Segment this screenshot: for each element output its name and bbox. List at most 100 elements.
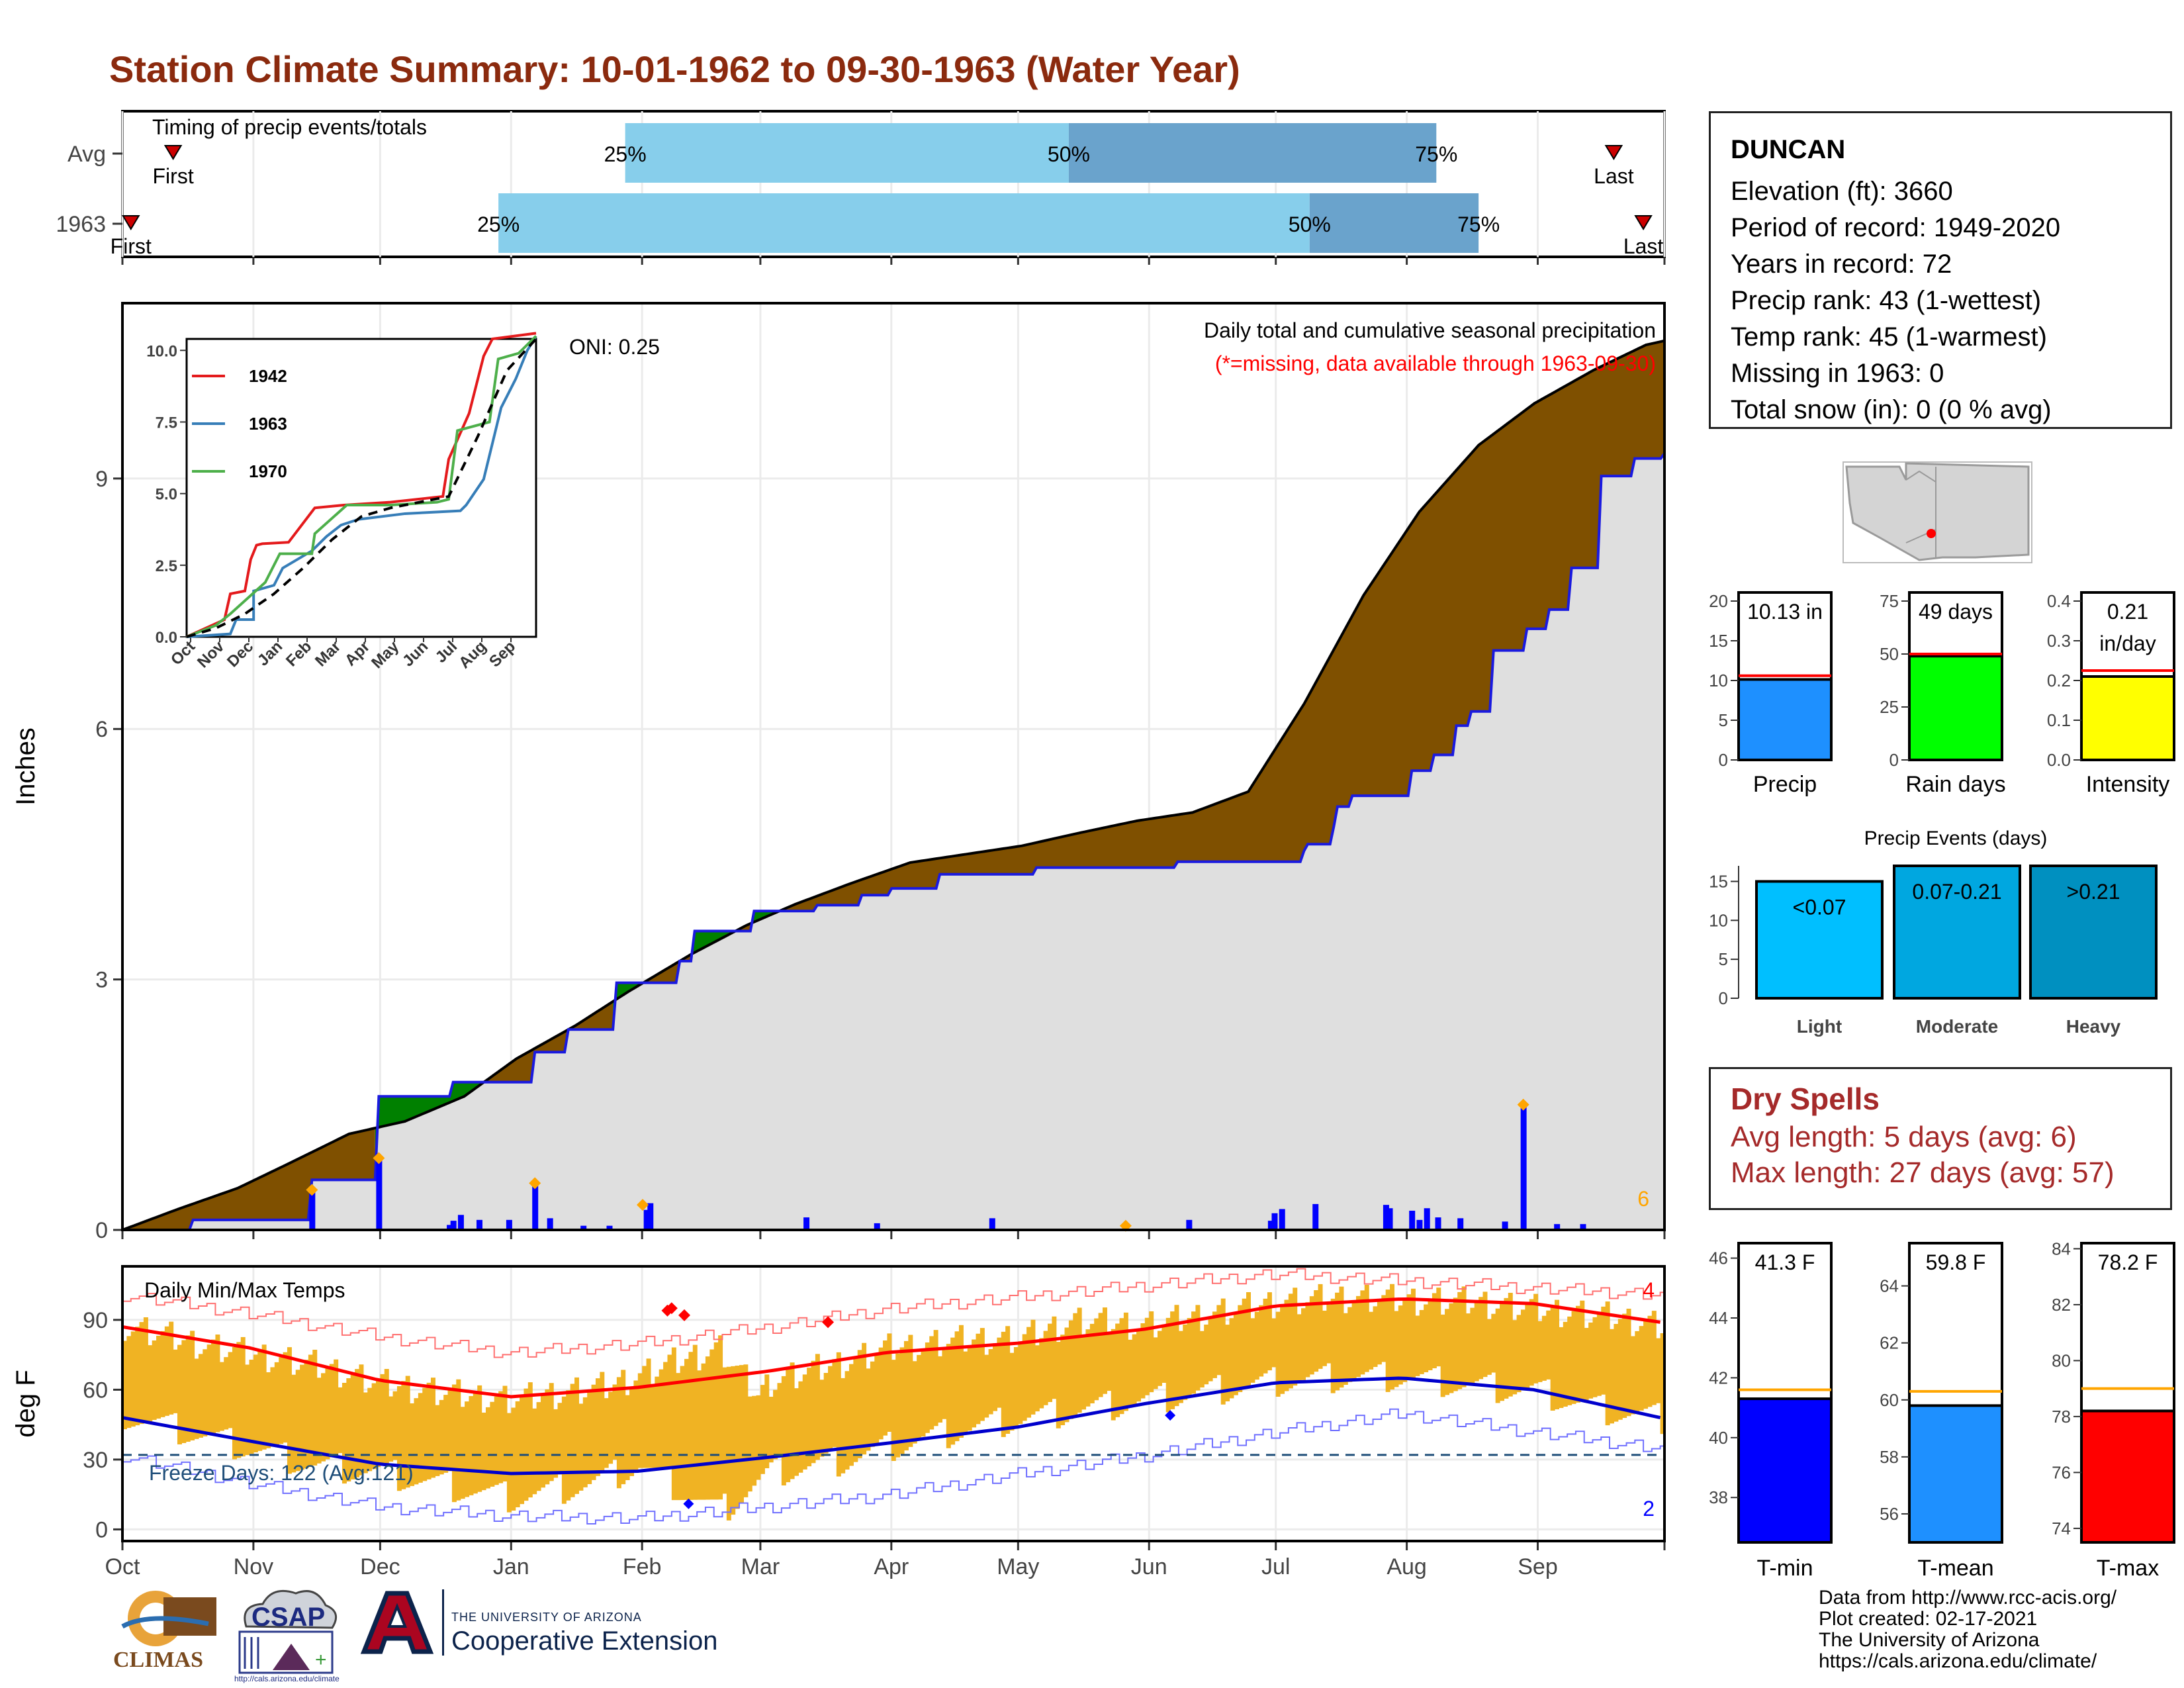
daily-precip-bar [1416,1219,1423,1230]
station-line: Total snow (in): 0 (0 % avg) [1731,395,2052,424]
month-label: Apr [874,1554,909,1579]
mini-category-label: Rain days [1905,772,2005,797]
temp-ytick-label: 90 [83,1308,108,1333]
daily-precip-bar [643,1209,650,1230]
precip-ytick-label: 0 [95,1218,108,1243]
daily-precip-bar [580,1225,587,1230]
inset-average-line [186,338,537,638]
svg-text:+: + [315,1649,327,1671]
mini-ytick-label: 84 [2052,1239,2071,1258]
normal-max-line [122,1297,1661,1399]
mini-ytick-label: 0.3 [2047,631,2071,651]
record-low-marker [683,1498,694,1509]
inset-ytick-label: 10.0 [146,342,177,360]
timing-label: Timing of precip events/totals [152,115,427,139]
events-category-label: Moderate [1916,1016,1998,1037]
mini-ytick-label: 64 [1880,1276,1899,1296]
events-ytick-label: 0 [1719,988,1728,1008]
csap-logo: + CSAP http://cals.arizona.edu/climate [233,1585,342,1685]
daily-precip-bar [309,1190,316,1230]
inset-legend-label: 1942 [249,366,287,386]
timing-bar-50-75 [1068,123,1437,183]
timing-p75-label: 75% [1415,142,1457,166]
mini-ytick-label: 78 [2052,1407,2071,1427]
mini-ytick-label: 50 [1880,644,1899,664]
daily-precip-bar [989,1218,995,1230]
inset-ytick-label: 0.0 [156,629,177,647]
month-label: May [997,1554,1039,1579]
inset-series-line [186,335,537,638]
mini-category-label: Intensity [2086,772,2170,797]
mini-value-label: 78.2 F [2098,1250,2158,1274]
location-map [1843,461,2032,563]
daily-precip-bar [1186,1219,1193,1230]
extreme-precip-marker [306,1184,318,1196]
freeze-days-label: Freeze Days: 122 (Avg:121) [149,1461,414,1485]
station-line: Temp rank: 45 (1-warmest) [1731,322,2047,352]
mini-value-label: 0.21 [2107,600,2148,624]
precip-frame [121,302,1666,1231]
daily-precip-bar [1435,1217,1441,1230]
mini-ytick-label: 5 [1719,710,1728,730]
record-high-count: 4 [1643,1278,1655,1302]
timing-row-label: Avg [68,142,106,167]
temp-ytick-label: 30 [83,1448,108,1473]
station-line: Elevation (ft): 3660 [1731,177,1953,206]
station-line: Missing in 1963: 0 [1731,359,1944,388]
month-label: Mar [741,1554,780,1579]
events-bar-label: >0.21 [2067,880,2120,904]
daily-temperature-range-bars [122,1284,1665,1521]
record-high-marker [678,1309,691,1321]
daily-precip-bar [447,1225,453,1230]
mini-ytick-label: 75 [1880,591,1899,611]
temperature-summary-bars: 38 40 42 44 46 41.3 F T-min 56 58 60 62 64 59.8 F T-m… [1709,1239,2175,1581]
dry-spells-avg: Avg length: 5 days (avg: 6) [1731,1121,2077,1153]
university-of-arizona-logo: THE UNIVERSITY OF ARIZONA Cooperative Ex… [357,1585,754,1665]
daily-precip-bar [1267,1221,1274,1230]
events-ytick-label: 5 [1719,949,1728,969]
page-title: Station Climate Summary: 10-01-1962 to 0… [109,48,1240,90]
events-bar [1755,880,1884,1000]
station-line: Period of record: 1949-2020 [1731,213,2061,242]
daily-precip-bar [1312,1203,1319,1230]
timing-p25-label: 25% [604,142,647,166]
month-label: Nov [234,1554,273,1579]
month-label: Oct [105,1554,140,1579]
precip-cumulative-fill [122,453,1664,1230]
mini-ytick-label: 25 [1880,697,1899,717]
mini-ytick-label: 0.0 [2047,750,2071,770]
normal-min-line [122,1376,1661,1476]
mini-ytick-label: 10 [1709,671,1728,690]
dry-spells-title: Dry Spells [1731,1082,1880,1116]
mini-value-bar [2080,1409,2175,1544]
events-category-label: Heavy [2066,1016,2121,1037]
credit-line: The University of Arizona [1819,1629,2040,1651]
record-min-line [122,1408,1664,1524]
timing-p50-label: 50% [1289,212,1331,236]
timing-bar-25-50 [498,193,1310,253]
climas-logo: CLIMAS [109,1585,218,1678]
mini-value-bar [1908,1404,2003,1544]
inset-ytick-label: 5.0 [156,486,177,504]
station-name: DUNCAN [1731,135,1846,164]
last-event-marker [1634,215,1653,230]
precip-ytick-label: 9 [95,467,108,492]
timing-bar-50-75 [1309,193,1479,253]
daily-precip-bar [1409,1210,1416,1230]
inset-series-line [186,332,537,638]
record-low-count: 2 [1643,1497,1655,1521]
events-category-label: Light [1797,1016,1842,1037]
timing-row-label: 1963 [56,212,106,237]
mini-value-label: 49 days [1919,600,1993,624]
events-title: Precip Events (days) [1864,827,2048,849]
mini-category-label: T-min [1757,1556,1813,1581]
precip-events-chart: Precip Events (days) 0 5 10 15 <0.07 Light 0.07… [1709,827,2158,1037]
mini-ytick-label: 46 [1709,1248,1728,1268]
month-label: Jan [493,1554,529,1579]
extreme-precip-marker [1517,1098,1529,1111]
credit-line: https://cals.arizona.edu/climate/ [1819,1650,2097,1672]
record-max-line [122,1268,1664,1358]
timing-p25-label: 25% [477,212,520,236]
climas-logo-text: CLIMAS [113,1648,204,1672]
